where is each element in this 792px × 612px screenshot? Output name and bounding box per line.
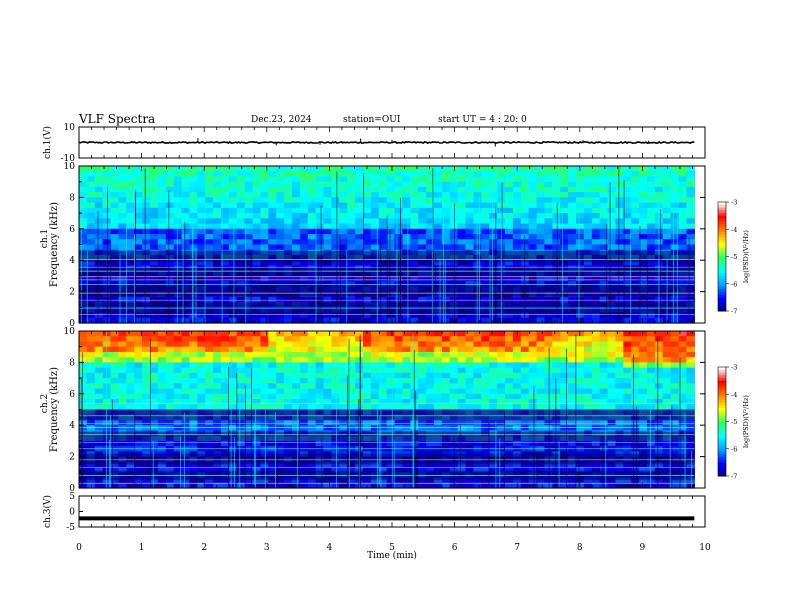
xtick-label-6: 6 (452, 543, 458, 553)
date-label: Dec.23, 2024 (251, 115, 312, 125)
ytick-label-ch3--5: -5 (66, 523, 75, 533)
ytick-label-ch1-6: 6 (69, 225, 75, 235)
quiet-band-ch2-1 (79, 453, 695, 465)
station-label: station=OUI (343, 115, 401, 125)
quiet-band-ch1-1 (79, 285, 695, 297)
colorbar-label-ch1--6: -6 (731, 280, 737, 288)
ylabel-ch1: Frequency (kHz) (49, 202, 60, 287)
channel-label-ch1: ch.1 (40, 229, 50, 248)
quiet-band-ch2-3 (79, 409, 695, 421)
colorbar-label-ch1--5: -5 (731, 253, 737, 261)
colorbar-title-ch1: log(PSD)(V²/Hz) (742, 230, 750, 283)
colorbar-label-ch2--5: -5 (731, 418, 737, 426)
xtick-label-8: 8 (577, 543, 583, 553)
colorbar-label-ch1--4: -4 (731, 226, 737, 234)
ytick-label-ch1-10: 10 (64, 162, 76, 172)
xtick-label-9: 9 (640, 543, 646, 553)
quiet-band-ch1-3 (79, 250, 695, 262)
waveform-trace-ch1 (78, 140, 695, 145)
ytick-label-ch2-0: 0 (69, 484, 75, 494)
ytick-label-ch3-5: 5 (69, 492, 75, 502)
xtick-label-1: 1 (139, 543, 145, 553)
colorbar-label-ch1--7: -7 (731, 308, 737, 316)
ylabel-ch2: Frequency (kHz) (49, 367, 60, 452)
ylabel-ch1: ch.1(V) (42, 126, 53, 159)
chart-title: VLF Spectra (79, 112, 156, 126)
ytick-label-ch2-4: 4 (69, 421, 75, 431)
spectrogram-ch1-image (79, 166, 695, 324)
ylabel-ch3: ch.3(V) (42, 495, 53, 528)
colorbar-label-ch2--6: -6 (731, 445, 737, 453)
colorbar-title-ch2: log(PSD)(V²/Hz) (742, 395, 750, 448)
ytick-label-ch1--10: -10 (61, 154, 76, 164)
ytick-label-ch2-10: 10 (64, 327, 76, 337)
ytick-label-ch1-4: 4 (69, 256, 75, 266)
colorbar-label-ch2--7: -7 (731, 473, 737, 481)
xtick-label-4: 4 (327, 543, 333, 553)
ytick-label-ch1-2: 2 (69, 288, 75, 298)
start-time-label: start UT = 4 : 20: 0 (438, 115, 527, 125)
colorbar-label-ch2--3: -3 (731, 364, 737, 372)
xtick-label-10: 10 (699, 543, 711, 553)
colorbar-label-ch1--3: -3 (731, 199, 737, 207)
ytick-label-ch3-0: 0 (69, 508, 75, 518)
channel-label-ch2: ch.2 (40, 394, 50, 413)
ytick-label-ch1-8: 8 (69, 193, 75, 203)
xtick-label-5: 5 (389, 543, 395, 553)
ytick-label-ch2-2: 2 (69, 453, 75, 463)
ytick-label-ch1-10: 10 (64, 123, 76, 133)
ytick-label-ch2-6: 6 (69, 390, 75, 400)
spectrogram-ch2-image (79, 331, 695, 489)
xtick-label-0: 0 (76, 543, 82, 553)
xtick-label-7: 7 (514, 543, 520, 553)
quiet-band-ch1-2 (79, 268, 695, 276)
ytick-label-ch1-0: 0 (69, 319, 75, 329)
ytick-label-ch2-8: 8 (69, 358, 75, 368)
xtick-label-2: 2 (201, 543, 207, 553)
quiet-band-ch2-2 (79, 431, 695, 441)
colorbar-label-ch2--4: -4 (731, 391, 737, 399)
xtick-label-3: 3 (264, 543, 270, 553)
xlabel: Time (min) (367, 550, 417, 561)
